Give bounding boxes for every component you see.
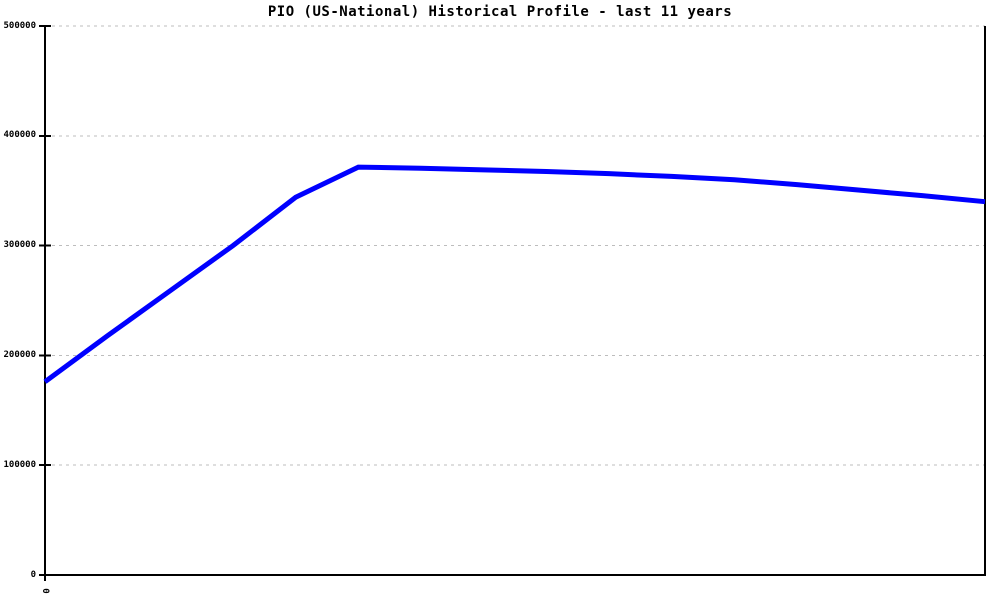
- data-line: [43, 164, 986, 384]
- y-tick-label: 200000: [3, 349, 36, 360]
- y-tick-label: 0: [30, 569, 36, 580]
- y-tick-label: 400000: [3, 130, 36, 141]
- y-axis-labels: 0 100000 200000 300000 400000 500000: [0, 0, 36, 600]
- chart-title: PIO (US-National) Historical Profile - l…: [267, 4, 733, 20]
- y-tick-label: 500000: [3, 20, 36, 31]
- y-tick-label: 300000: [3, 240, 36, 251]
- y-tick-label: 100000: [3, 459, 36, 470]
